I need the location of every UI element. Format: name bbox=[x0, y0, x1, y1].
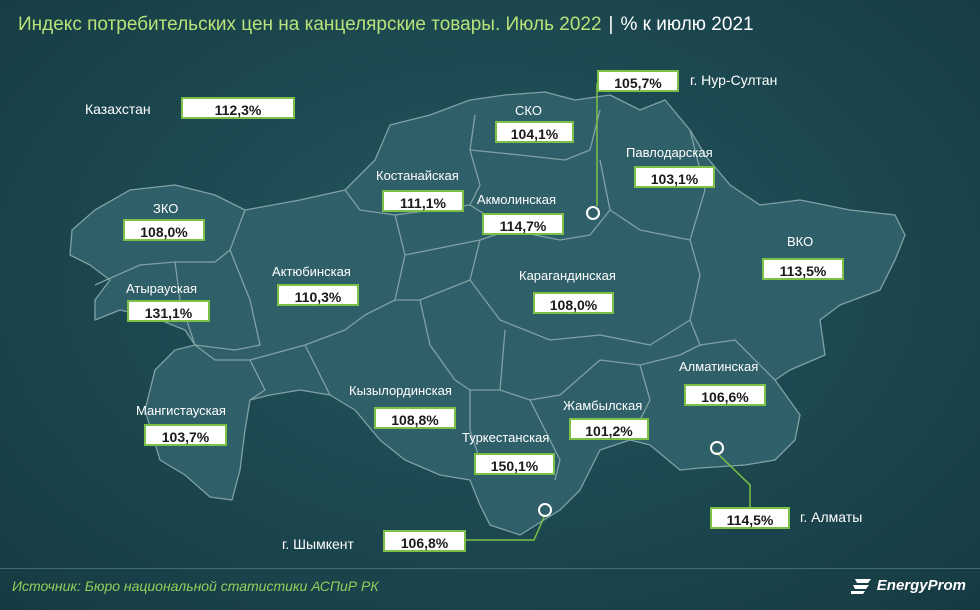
region-value-aktobe: 110,3% bbox=[277, 284, 359, 306]
country-value: 112,3% bbox=[181, 97, 295, 119]
region-value-kostanay: 111,1% bbox=[382, 190, 464, 212]
region-label-sko: СКО bbox=[515, 103, 542, 118]
region-value-turkestan: 150,1% bbox=[474, 453, 555, 475]
shymkent-marker-icon bbox=[538, 503, 552, 517]
nursultan-marker-icon bbox=[586, 206, 600, 220]
region-value-atyrau: 131,1% bbox=[127, 300, 210, 322]
region-value-pavlodar: 103,1% bbox=[634, 166, 715, 188]
energyprom-logo-icon bbox=[850, 579, 871, 594]
country-label: Казахстан bbox=[85, 101, 151, 117]
border-zhambyl bbox=[529, 359, 651, 441]
source-note: Источник: Бюро национальной статистики А… bbox=[12, 578, 379, 594]
city-label-nursultan: г. Нур-Султан bbox=[690, 72, 778, 88]
region-label-atyrau: Атырауская bbox=[126, 281, 198, 296]
city-value-almaty: 114,5% bbox=[710, 507, 790, 529]
border-sko bbox=[469, 109, 601, 161]
almaty-marker-icon bbox=[710, 441, 724, 455]
city-label-shymkent: г. Шымкент bbox=[282, 536, 354, 552]
region-label-vko: ВКО bbox=[787, 234, 814, 249]
region-value-almaty: 106,6% bbox=[684, 384, 766, 406]
region-value-sko: 104,1% bbox=[495, 121, 574, 143]
border-zko bbox=[94, 209, 246, 286]
region-value-zhambyl: 101,2% bbox=[569, 418, 649, 440]
title-separator: | bbox=[608, 14, 614, 35]
region-value-akmola: 114,7% bbox=[482, 213, 564, 235]
chart-unit: % к июлю 2021 bbox=[620, 14, 754, 35]
region-value-mangistau: 103,7% bbox=[144, 424, 227, 446]
region-value-karaganda: 108,0% bbox=[533, 292, 614, 314]
city-value-shymkent: 106,8% bbox=[383, 530, 466, 552]
chart-title: Индекс потребительских цен на канцелярск… bbox=[18, 14, 602, 35]
border-vko bbox=[689, 239, 776, 381]
region-label-zhambyl: Жамбылская bbox=[563, 398, 643, 413]
city-value-nursultan: 105,7% bbox=[597, 70, 679, 92]
region-label-aktobe: Актюбинская bbox=[272, 264, 351, 279]
region-value-vko: 113,5% bbox=[762, 258, 844, 280]
region-value-kyzylorda: 108,8% bbox=[374, 407, 456, 429]
region-label-kyzylorda: Кызылординская bbox=[349, 383, 452, 398]
region-label-kostanay: Костанайская bbox=[376, 168, 459, 183]
border-kyzylorda bbox=[304, 299, 506, 396]
border-almaty bbox=[639, 344, 701, 366]
chart-header: Индекс потребительских цен на канцелярск… bbox=[0, 0, 980, 50]
region-label-pavlodar: Павлодарская bbox=[626, 145, 713, 160]
region-label-almaty: Алматинская bbox=[679, 359, 759, 374]
leader-shymkent bbox=[466, 514, 546, 541]
region-value-zko: 108,0% bbox=[123, 219, 205, 241]
region-label-mangistau: Мангистауская bbox=[136, 403, 226, 418]
energyprom-logo: EnergyProm bbox=[850, 576, 966, 594]
country-outline bbox=[69, 91, 906, 536]
region-label-turkestan: Туркестанская bbox=[462, 430, 550, 445]
border-turkestan bbox=[469, 389, 561, 481]
logo-text: EnergyProm bbox=[876, 576, 966, 594]
region-label-karaganda: Карагандинская bbox=[519, 268, 616, 283]
region-label-zko: ЗКО bbox=[153, 201, 179, 216]
region-label-akmola: Акмолинская bbox=[477, 192, 557, 207]
leader-almaty bbox=[715, 451, 751, 507]
footer-divider bbox=[0, 568, 980, 569]
city-label-almaty: г. Алматы bbox=[800, 509, 863, 525]
